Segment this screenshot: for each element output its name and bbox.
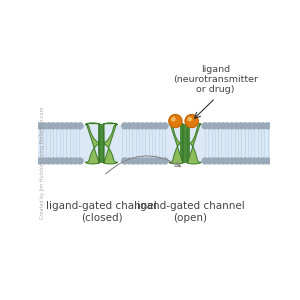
Circle shape [238, 123, 244, 129]
Circle shape [135, 123, 141, 129]
Circle shape [73, 123, 79, 129]
Circle shape [185, 115, 198, 128]
Circle shape [202, 158, 208, 164]
Circle shape [68, 158, 74, 164]
Circle shape [55, 158, 61, 164]
Circle shape [247, 158, 253, 164]
Circle shape [144, 123, 150, 129]
Circle shape [158, 123, 164, 129]
Circle shape [211, 158, 217, 164]
Circle shape [242, 123, 248, 129]
Circle shape [50, 123, 56, 129]
Circle shape [158, 158, 164, 164]
Circle shape [169, 115, 182, 128]
Circle shape [215, 123, 222, 129]
Circle shape [242, 158, 248, 164]
Circle shape [126, 158, 132, 164]
Circle shape [229, 123, 235, 129]
Circle shape [172, 118, 175, 121]
Circle shape [130, 158, 137, 164]
Text: ligand-gated channel
(closed): ligand-gated channel (closed) [46, 201, 157, 223]
Circle shape [153, 158, 159, 164]
Bar [180, 124, 190, 163]
Circle shape [251, 158, 257, 164]
Circle shape [202, 123, 208, 129]
Circle shape [41, 158, 47, 164]
Polygon shape [188, 123, 201, 164]
Polygon shape [104, 123, 118, 164]
Circle shape [224, 158, 230, 164]
Circle shape [122, 123, 128, 129]
Circle shape [59, 123, 65, 129]
Circle shape [77, 123, 83, 129]
Bar [99, 124, 104, 163]
Circle shape [233, 123, 239, 129]
Circle shape [211, 123, 217, 129]
Bar [38, 125, 270, 162]
Circle shape [229, 158, 235, 164]
Circle shape [265, 158, 271, 164]
Circle shape [256, 123, 262, 129]
Circle shape [224, 123, 230, 129]
Text: ligand-gated channel
(open): ligand-gated channel (open) [134, 201, 245, 223]
Circle shape [55, 123, 61, 129]
Circle shape [251, 123, 257, 129]
Circle shape [220, 158, 226, 164]
Circle shape [144, 158, 150, 164]
Circle shape [77, 158, 83, 164]
Circle shape [130, 123, 137, 129]
Circle shape [148, 123, 154, 129]
Text: ligand
(neurotransmitter
or drug): ligand (neurotransmitter or drug) [173, 65, 258, 94]
Circle shape [41, 123, 47, 129]
Circle shape [68, 123, 74, 129]
Circle shape [37, 123, 43, 129]
Text: Created by Jim Hutchins using BioRender.com: Created by Jim Hutchins using BioRender.… [40, 107, 45, 219]
Circle shape [265, 123, 271, 129]
Circle shape [233, 158, 239, 164]
Circle shape [207, 158, 213, 164]
Circle shape [140, 123, 146, 129]
Circle shape [37, 158, 43, 164]
Circle shape [122, 158, 128, 164]
Circle shape [148, 158, 154, 164]
Circle shape [46, 123, 52, 129]
Circle shape [46, 158, 52, 164]
Circle shape [260, 123, 266, 129]
Circle shape [153, 123, 159, 129]
Circle shape [188, 118, 191, 121]
Circle shape [215, 158, 222, 164]
Circle shape [220, 123, 226, 129]
Circle shape [247, 123, 253, 129]
Circle shape [73, 158, 79, 164]
Circle shape [64, 123, 70, 129]
Circle shape [260, 158, 266, 164]
Circle shape [207, 123, 213, 129]
Circle shape [162, 158, 168, 164]
Circle shape [64, 158, 70, 164]
Circle shape [135, 158, 141, 164]
Circle shape [50, 158, 56, 164]
Circle shape [256, 158, 262, 164]
Circle shape [126, 123, 132, 129]
Polygon shape [85, 123, 99, 164]
Polygon shape [169, 123, 183, 164]
Circle shape [238, 158, 244, 164]
Circle shape [59, 158, 65, 164]
Circle shape [140, 158, 146, 164]
Circle shape [162, 123, 168, 129]
